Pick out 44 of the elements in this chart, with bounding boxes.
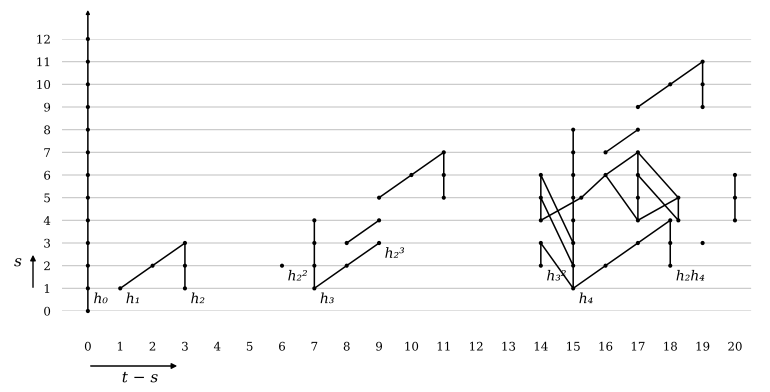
annotation: h₀ [94,292,108,304]
x-tick-label: 19 [696,342,710,351]
x-tick-label: 12 [470,342,482,351]
x-tick-label: 9 [376,342,382,351]
x-tick-label: 14 [534,342,548,351]
x-tick-label: 10 [405,342,418,351]
annotation: h₂ [191,292,204,304]
y-tick-label: 10 [37,80,50,89]
y-tick-label: 9 [44,102,50,112]
x-tick-label: 8 [344,342,350,351]
x-tick-label: 15 [567,342,580,351]
x-tick-label: 6 [279,342,286,351]
x-tick-label: 13 [502,342,516,351]
annotation: h₄ [579,292,593,304]
y-tick-label: 6 [44,170,50,180]
x-tick-label: 2 [150,342,156,351]
y-tick-label: 5 [44,194,50,202]
x-tick-label: 3 [182,342,188,351]
x-tick-label: 0 [84,342,91,351]
y-axis-title: s [14,258,22,266]
y-tick-label: 8 [44,125,50,134]
x-tick-label: 20 [728,342,742,351]
x-tick-label: 7 [312,342,318,351]
y-tick-label: 7 [44,148,50,157]
x-tick-label: 16 [599,342,612,351]
x-tick-label: 5 [246,342,252,351]
x-tick-label: 1 [118,342,122,351]
y-tick-label: 2 [44,261,50,270]
y-tick-label: 11 [37,57,50,66]
y-tick-label: 12 [37,34,50,44]
y-tick-label: 4 [44,216,50,225]
annotation: h₃ [320,292,334,304]
x-tick-label: 18 [664,342,677,351]
x-tick-label: 17 [632,342,645,351]
annotation: h₂h₄ [676,270,704,280]
y-tick-label: 3 [44,238,50,248]
y-tick-label: 1 [44,284,50,293]
y-tick-label: 0 [44,306,50,316]
x-tick-label: 11 [438,342,450,351]
annotation: h₂² [288,270,307,280]
x-tick-label: 4 [214,342,220,351]
annotation: h₁ [126,292,139,304]
annotation: h₂³ [385,247,404,258]
x-axis-title: t − s [122,372,158,382]
